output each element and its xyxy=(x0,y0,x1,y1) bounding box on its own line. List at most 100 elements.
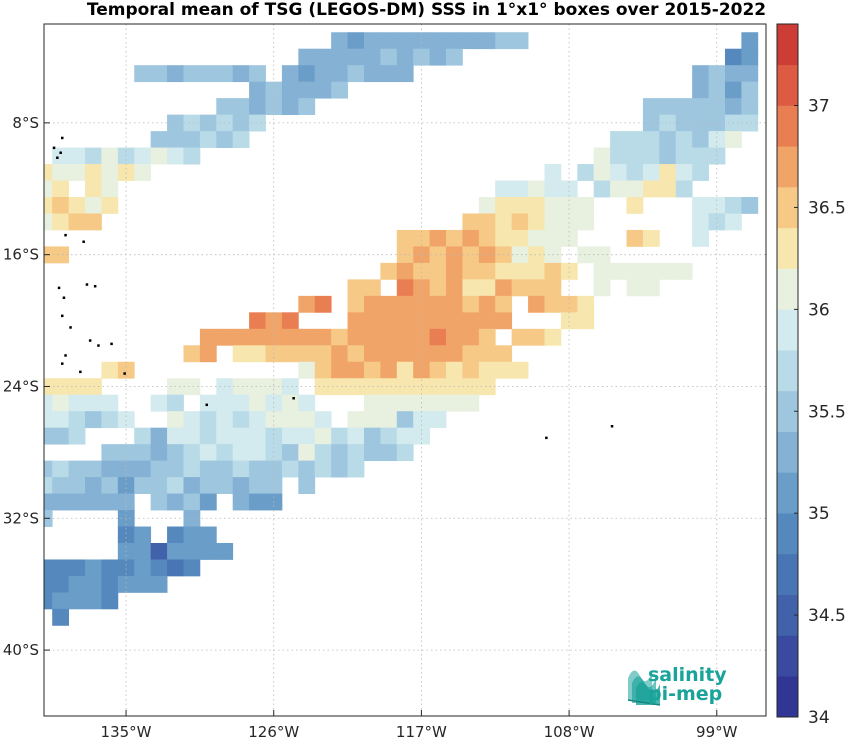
sss-cell xyxy=(363,427,381,445)
sss-cell xyxy=(150,559,168,577)
sss-cell xyxy=(314,81,332,99)
sss-cell xyxy=(314,444,332,462)
sss-cell xyxy=(363,394,381,412)
sss-cell xyxy=(495,279,513,297)
sss-cell xyxy=(495,262,513,280)
sss-cell xyxy=(52,592,70,610)
sss-cell xyxy=(363,312,381,330)
sss-cell xyxy=(478,213,496,231)
colorbar-swatch xyxy=(777,24,798,66)
sss-cell xyxy=(413,229,431,247)
sss-cell xyxy=(495,295,513,313)
sss-cell xyxy=(117,559,135,577)
sss-cell xyxy=(183,147,201,165)
sss-cell xyxy=(298,345,316,363)
sss-cell xyxy=(101,411,119,429)
sss-cell xyxy=(216,427,234,445)
island-mark xyxy=(57,286,61,290)
sss-cell xyxy=(52,164,70,181)
sss-cell xyxy=(101,394,119,412)
sss-cell xyxy=(117,411,135,429)
sss-cell xyxy=(380,312,398,330)
sss-cell xyxy=(528,213,545,231)
sss-cell xyxy=(560,262,578,280)
sss-cell xyxy=(429,378,447,396)
sss-cell xyxy=(478,32,496,50)
y-tick-label: 40°S xyxy=(3,641,39,659)
sss-cell xyxy=(741,81,759,99)
sss-cell xyxy=(183,543,201,560)
sss-cell xyxy=(134,65,152,83)
island-mark xyxy=(88,339,92,342)
sss-cell xyxy=(281,312,299,330)
sss-cell xyxy=(692,197,709,214)
sss-cell xyxy=(396,279,414,297)
sss-cell xyxy=(85,180,102,198)
sss-cell xyxy=(347,312,365,330)
y-tick-label: 8°S xyxy=(12,114,39,132)
sss-cell xyxy=(68,213,86,231)
sss-cell xyxy=(413,48,431,66)
sss-cell xyxy=(478,312,496,330)
sss-cell xyxy=(167,493,184,511)
sss-cell xyxy=(331,65,348,83)
sss-cell xyxy=(183,526,201,544)
sss-cell xyxy=(281,345,299,363)
sss-cell xyxy=(101,592,119,610)
sss-cell xyxy=(331,48,348,66)
sss-cell xyxy=(298,328,316,346)
sss-cell xyxy=(577,312,595,330)
sss-cell xyxy=(216,411,234,429)
sss-cell xyxy=(347,427,365,445)
sss-cell xyxy=(249,493,266,511)
island-mark xyxy=(64,354,67,357)
sss-cell xyxy=(446,295,463,313)
sss-cell xyxy=(331,361,348,379)
sss-cell xyxy=(413,427,431,445)
sss-cell xyxy=(249,114,266,132)
sss-cell xyxy=(495,213,513,231)
sss-cell xyxy=(183,510,201,527)
sss-cell xyxy=(363,279,381,297)
sss-cell xyxy=(101,460,119,478)
sss-cell xyxy=(626,262,644,280)
sss-cell xyxy=(44,559,53,577)
sss-cell xyxy=(642,131,660,148)
sss-cell xyxy=(331,328,348,346)
sss-cell xyxy=(249,345,266,363)
colorbar-tick-label: 37 xyxy=(808,97,830,117)
sss-cell xyxy=(232,131,250,148)
sss-cell xyxy=(85,559,102,577)
sss-cell xyxy=(380,328,398,346)
y-tick-label: 24°S xyxy=(3,377,39,395)
colorbar-frame xyxy=(776,23,799,718)
sss-cell xyxy=(314,345,332,363)
sss-cell xyxy=(659,114,677,132)
sss-cell xyxy=(724,197,742,214)
sss-cell xyxy=(363,361,381,379)
sss-cell xyxy=(85,213,102,231)
sss-cell xyxy=(511,197,529,214)
colorbar-swatch xyxy=(777,676,798,718)
sss-cell xyxy=(134,543,152,560)
sss-cell xyxy=(117,361,135,379)
sss-cell xyxy=(68,197,86,214)
sss-cell xyxy=(478,279,496,297)
colorbar-tick-label: 34 xyxy=(808,708,830,728)
sss-cell xyxy=(249,460,266,478)
sss-cell xyxy=(167,394,184,412)
sss-cell xyxy=(626,164,644,181)
sss-cell xyxy=(216,98,234,116)
sss-cell xyxy=(429,394,447,412)
sss-cell xyxy=(363,378,381,396)
sss-cell xyxy=(363,444,381,462)
sss-cell xyxy=(363,48,381,66)
sss-cell xyxy=(232,328,250,346)
sss-cell xyxy=(478,328,496,346)
sss-cell xyxy=(413,312,431,330)
sss-cell xyxy=(659,180,677,198)
sss-cell xyxy=(331,378,348,396)
sss-cell xyxy=(117,460,135,478)
sss-cell xyxy=(462,279,480,297)
colorbar-swatch xyxy=(777,268,798,310)
